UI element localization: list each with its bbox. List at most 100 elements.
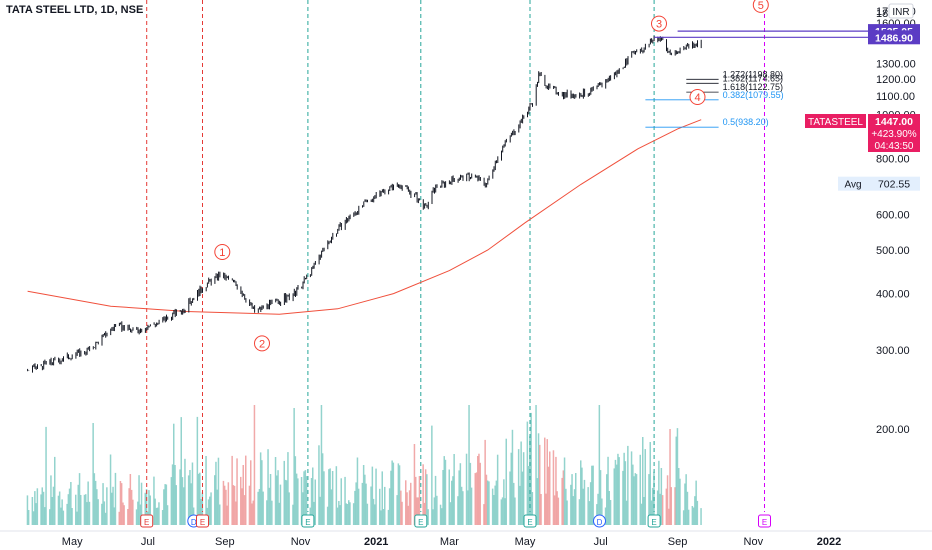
volume-bar <box>475 472 478 525</box>
volume-bar <box>326 506 329 525</box>
volume-bar <box>431 425 433 525</box>
volume-bar <box>462 491 464 525</box>
volume-bar <box>214 475 216 525</box>
volume-bar <box>504 498 506 525</box>
volume-bar <box>433 497 436 525</box>
time-tick-label: May <box>62 536 83 548</box>
volume-bar <box>441 508 443 525</box>
volume-bar <box>32 511 35 525</box>
volume-bar <box>283 460 285 525</box>
wave-circle <box>752 0 769 13</box>
volume-bar <box>340 478 342 525</box>
volume-bar <box>352 503 355 525</box>
volume-bar <box>679 478 681 525</box>
volume-bar <box>470 487 473 525</box>
volume-bar <box>632 464 634 525</box>
volume-bar <box>401 501 403 525</box>
volume-bar <box>522 452 525 525</box>
event-marker-label: E <box>762 518 767 527</box>
volume-bar <box>86 502 88 525</box>
volume-bar <box>572 496 574 525</box>
fib-label: 0.5(938.20) <box>723 117 769 127</box>
volume-bar <box>61 499 63 525</box>
volume-bar <box>113 507 115 525</box>
volume-bar <box>556 491 558 525</box>
volume-bar <box>549 451 551 525</box>
volume-bar <box>297 478 299 525</box>
volume-bar <box>436 495 438 525</box>
volume-bar <box>426 474 428 525</box>
volume-bar <box>174 465 176 525</box>
fib-label: 1.382(1174.65) <box>723 73 783 83</box>
volume-bar <box>640 503 643 525</box>
fib-label: 1.618(1122.75) <box>723 82 783 92</box>
earnings-marker <box>758 514 771 528</box>
volume-bar <box>114 472 117 525</box>
volume-bar <box>700 508 702 525</box>
volume-bar <box>511 429 514 525</box>
earnings-marker <box>647 514 661 528</box>
price-tick-label: 1200.00 <box>876 74 916 86</box>
price-axis[interactable]: 1700.001600.001300.001200.001100.001000.… <box>868 0 932 550</box>
volume-bar <box>453 454 455 525</box>
fib-levels[interactable]: 1.272(1198.80)1.382(1174.65)1.618(1122.7… <box>645 69 784 128</box>
volume-bar <box>51 497 53 525</box>
volume-bar <box>80 495 82 525</box>
volume-bar <box>278 502 280 525</box>
volume-bar <box>293 408 295 525</box>
volume-bar <box>75 494 77 525</box>
avg-tag-label: Avg <box>844 180 861 191</box>
volume-bar <box>144 492 146 525</box>
volume-bar <box>285 480 288 525</box>
wave-labels[interactable]: 1 2 3 4 5 <box>214 0 769 352</box>
volume-bar <box>675 436 677 525</box>
volume-bar <box>405 480 407 525</box>
volume-bar <box>607 456 609 525</box>
volume-bar <box>268 487 271 525</box>
volume-bar <box>459 463 462 525</box>
volume-bar <box>382 509 385 525</box>
volume-bar <box>123 505 125 525</box>
volume-bar <box>510 452 512 525</box>
volume-bar <box>112 486 114 525</box>
volume-bar <box>659 493 661 525</box>
volume-bar <box>179 469 181 525</box>
volume-bar <box>375 468 377 525</box>
earnings-marker <box>140 514 154 528</box>
volume-bar <box>119 481 122 525</box>
event-marker-label: E <box>651 518 656 527</box>
wave-circle <box>214 244 231 260</box>
volume-bar <box>496 454 499 525</box>
symbol-title: TATA STEEL LTD, 1D, NSE <box>6 4 144 16</box>
volume-bar <box>553 495 556 525</box>
volume-bar <box>485 474 488 525</box>
time-axis[interactable]: May Jul Sep Nov 2021 Mar May Jul Sep Nov 2022 <box>0 530 932 548</box>
volume-bar <box>592 465 594 525</box>
volume-bar <box>478 453 480 525</box>
last-price-label: 1447.00 <box>875 116 913 128</box>
dividend-marker <box>593 514 606 528</box>
volume-bar <box>288 492 290 525</box>
volume-bar <box>233 485 236 525</box>
avg-value-tag <box>868 176 920 191</box>
volume-bar <box>660 468 663 525</box>
volume-bar <box>54 456 56 525</box>
volume-bar <box>26 495 29 525</box>
volume-bar <box>520 441 522 525</box>
volume-bar <box>526 421 529 525</box>
volume-bar <box>643 497 645 525</box>
volume-bar <box>635 474 638 525</box>
volume-bar <box>467 490 469 525</box>
volume-bar <box>582 488 584 525</box>
volume-bar <box>135 509 138 525</box>
fib-label: 0.382(1079.55) <box>723 90 784 100</box>
volume-bar <box>676 428 679 525</box>
volume-bar <box>539 444 541 525</box>
volume-bar <box>140 482 143 525</box>
volume-bar <box>624 461 627 525</box>
drawing-levels[interactable] <box>654 30 868 38</box>
volume-bar <box>93 473 96 525</box>
volume-bar <box>106 487 108 525</box>
